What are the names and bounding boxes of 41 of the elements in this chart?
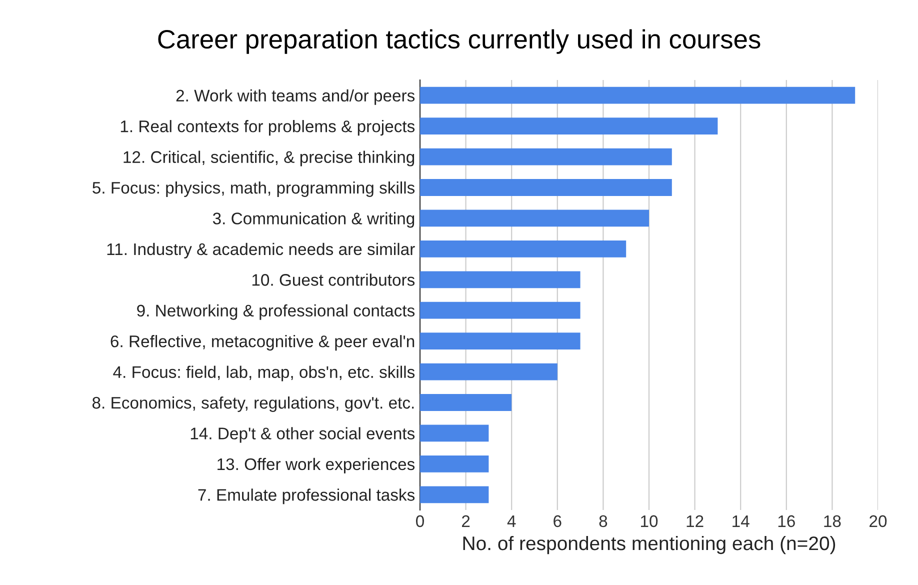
bar xyxy=(420,455,489,472)
x-tick-label: 4 xyxy=(507,515,516,527)
y-tick-label: 11. Industry & academic needs are similar xyxy=(107,242,415,258)
y-tick-label: 3. Communication & writing xyxy=(212,212,414,228)
bar xyxy=(420,179,672,196)
bar xyxy=(420,240,626,258)
x-tick-label: 18 xyxy=(824,515,841,528)
x-tick-label: 6 xyxy=(554,515,562,528)
x-tick-label: 2 xyxy=(462,515,470,527)
y-tick-label: 13. Offer work experiences xyxy=(218,458,415,474)
x-tick-label: 20 xyxy=(870,515,887,528)
bar xyxy=(420,424,489,442)
y-tick-label: 10. Guest contributors xyxy=(252,274,415,286)
y-tick-label: 1. Real contexts for problems & projects xyxy=(120,120,415,136)
x-tick-label: 16 xyxy=(778,515,795,528)
x-tick-label: 10 xyxy=(641,515,658,528)
bar xyxy=(420,148,672,166)
bar xyxy=(420,486,489,504)
y-tick-label: 4. Focus: field, lab, map, obs'n, etc. skills xyxy=(113,366,415,382)
y-tick-label: 7. Emulate professional tasks xyxy=(198,488,415,504)
x-tick-label: 12 xyxy=(686,515,704,527)
y-tick-label: 6. Reflective, metacognitive & peer eval'n xyxy=(110,335,414,351)
y-tick-label: 5. Focus: physics, math, programming skills xyxy=(92,181,415,197)
bar xyxy=(420,118,718,135)
y-tick-label: 9. Networking & professional contacts xyxy=(137,304,415,320)
bar xyxy=(420,86,856,104)
bar xyxy=(420,271,580,288)
chart-title: Career preparation tactics currently used in courses xyxy=(158,29,760,54)
y-tick-label: 8. Economics, safety, regulations, gov't. etc. xyxy=(92,396,414,412)
bar xyxy=(420,332,580,350)
x-tick-label: 14 xyxy=(732,515,750,527)
bar xyxy=(420,302,580,319)
bar xyxy=(420,363,558,380)
bar xyxy=(420,210,649,227)
y-tick-label: 14. Dep't & other social events xyxy=(190,427,415,443)
x-tick-label: 8 xyxy=(599,515,608,528)
y-tick-label: 2. Work with teams and/or peers xyxy=(176,89,415,105)
x-axis-title: No. of respondents mentioning each (n=20) xyxy=(463,536,836,554)
bar xyxy=(420,394,512,411)
y-tick-label: 12. Critical, scientific, & precise thinking xyxy=(124,150,414,166)
x-tick-label: 0 xyxy=(416,515,424,528)
